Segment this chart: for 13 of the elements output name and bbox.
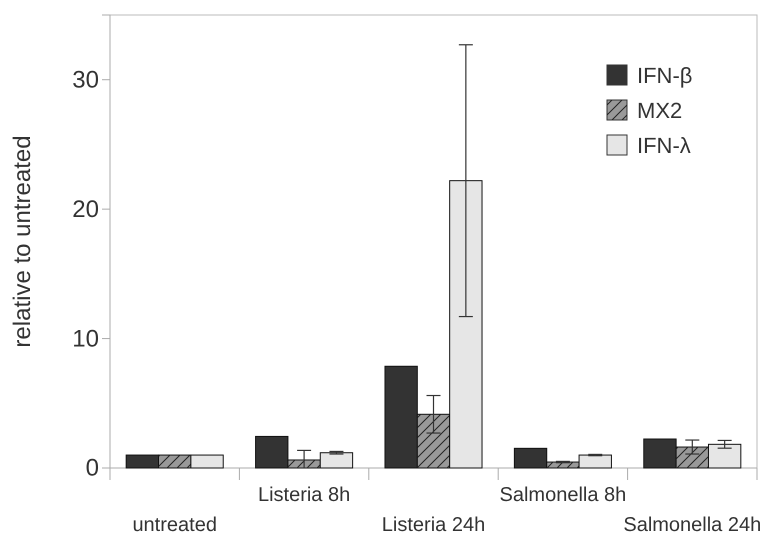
y-tick-label: 0 (86, 454, 99, 482)
legend-label: MX2 (637, 98, 682, 123)
y-tick-label: 20 (72, 196, 99, 223)
x-tick-label: Listeria 24h (382, 514, 486, 536)
y-tick-label: 30 (72, 66, 99, 94)
y-axis-title: relative to untreated (9, 135, 36, 348)
x-tick-label: Salmonella 8h (500, 484, 626, 506)
y-tick-label: 10 (72, 325, 99, 352)
legend-label: IFN-λ (637, 133, 691, 158)
x-tick-label: untreated (132, 514, 217, 536)
x-tick-label: Salmonella 24h (623, 514, 762, 536)
x-tick-label: Listeria 8h (258, 484, 350, 506)
legend-label: IFN-β (637, 63, 692, 88)
